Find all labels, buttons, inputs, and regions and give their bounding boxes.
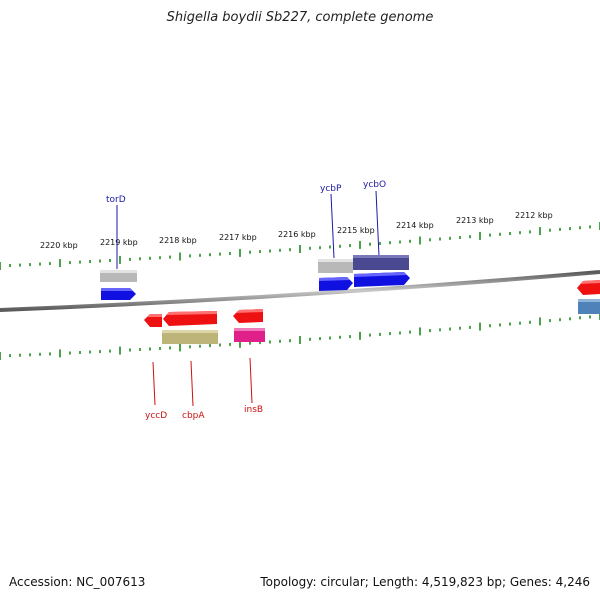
- leader-line-yccD: [152, 361, 156, 406]
- cog-bar-ycbP[interactable]: [318, 259, 353, 273]
- leader-line-cbpA: [190, 360, 194, 407]
- genome-summary-text: Topology: circular; Length: 4,519,823 bp…: [260, 575, 590, 589]
- forward-strand-genes: [101, 272, 410, 300]
- ruler-label-2214: 2214 kbp: [396, 221, 434, 230]
- ruler-label-2220: 2220 kbp: [40, 241, 78, 250]
- ruler-label-2212: 2212 kbp: [515, 211, 553, 220]
- cog-track-reverse: [162, 299, 600, 344]
- reverse-strand-genes: [144, 280, 600, 327]
- ruler-label-2213: 2213 kbp: [456, 216, 494, 225]
- gene-arrow-yccD[interactable]: [144, 314, 162, 327]
- leader-line-insB: [249, 357, 253, 404]
- ruler-label-2216: 2216 kbp: [278, 230, 316, 239]
- ruler-ticks-lower: [0, 312, 600, 360]
- leader-line-ycbO: [375, 190, 380, 257]
- gene-label-cbpA[interactable]: cbpA: [182, 411, 205, 421]
- accession-text: Accession: NC_007613: [9, 575, 146, 589]
- ruler-labels: 2220 kbp 2219 kbp 2218 kbp 2217 kbp 2216…: [40, 211, 553, 250]
- gene-label-insB[interactable]: insB: [244, 405, 263, 415]
- ruler-label-2217: 2217 kbp: [219, 233, 257, 242]
- cog-track-forward: [100, 255, 409, 282]
- cog-bar-ycbO[interactable]: [353, 255, 409, 270]
- ruler-ticks-upper: [0, 222, 600, 270]
- gene-label-ycbP[interactable]: ycbP: [320, 184, 342, 194]
- cog-bar-offscreen-right[interactable]: [578, 299, 600, 314]
- gene-label-yccD[interactable]: yccD: [145, 411, 167, 421]
- cog-bar-insB[interactable]: [234, 328, 265, 342]
- ruler-label-2218: 2218 kbp: [159, 236, 197, 245]
- map-title: Shigella boydii Sb227, complete genome: [166, 10, 434, 25]
- gene-label-torD[interactable]: torD: [106, 195, 126, 205]
- cog-bar-cbpA[interactable]: [162, 330, 218, 344]
- ruler-label-2215: 2215 kbp: [337, 226, 375, 235]
- ruler-label-2219: 2219 kbp: [100, 238, 138, 247]
- gene-label-ycbO[interactable]: ycbO: [363, 180, 386, 190]
- leader-line-ycbP: [330, 193, 335, 259]
- genome-backbone: [0, 270, 600, 312]
